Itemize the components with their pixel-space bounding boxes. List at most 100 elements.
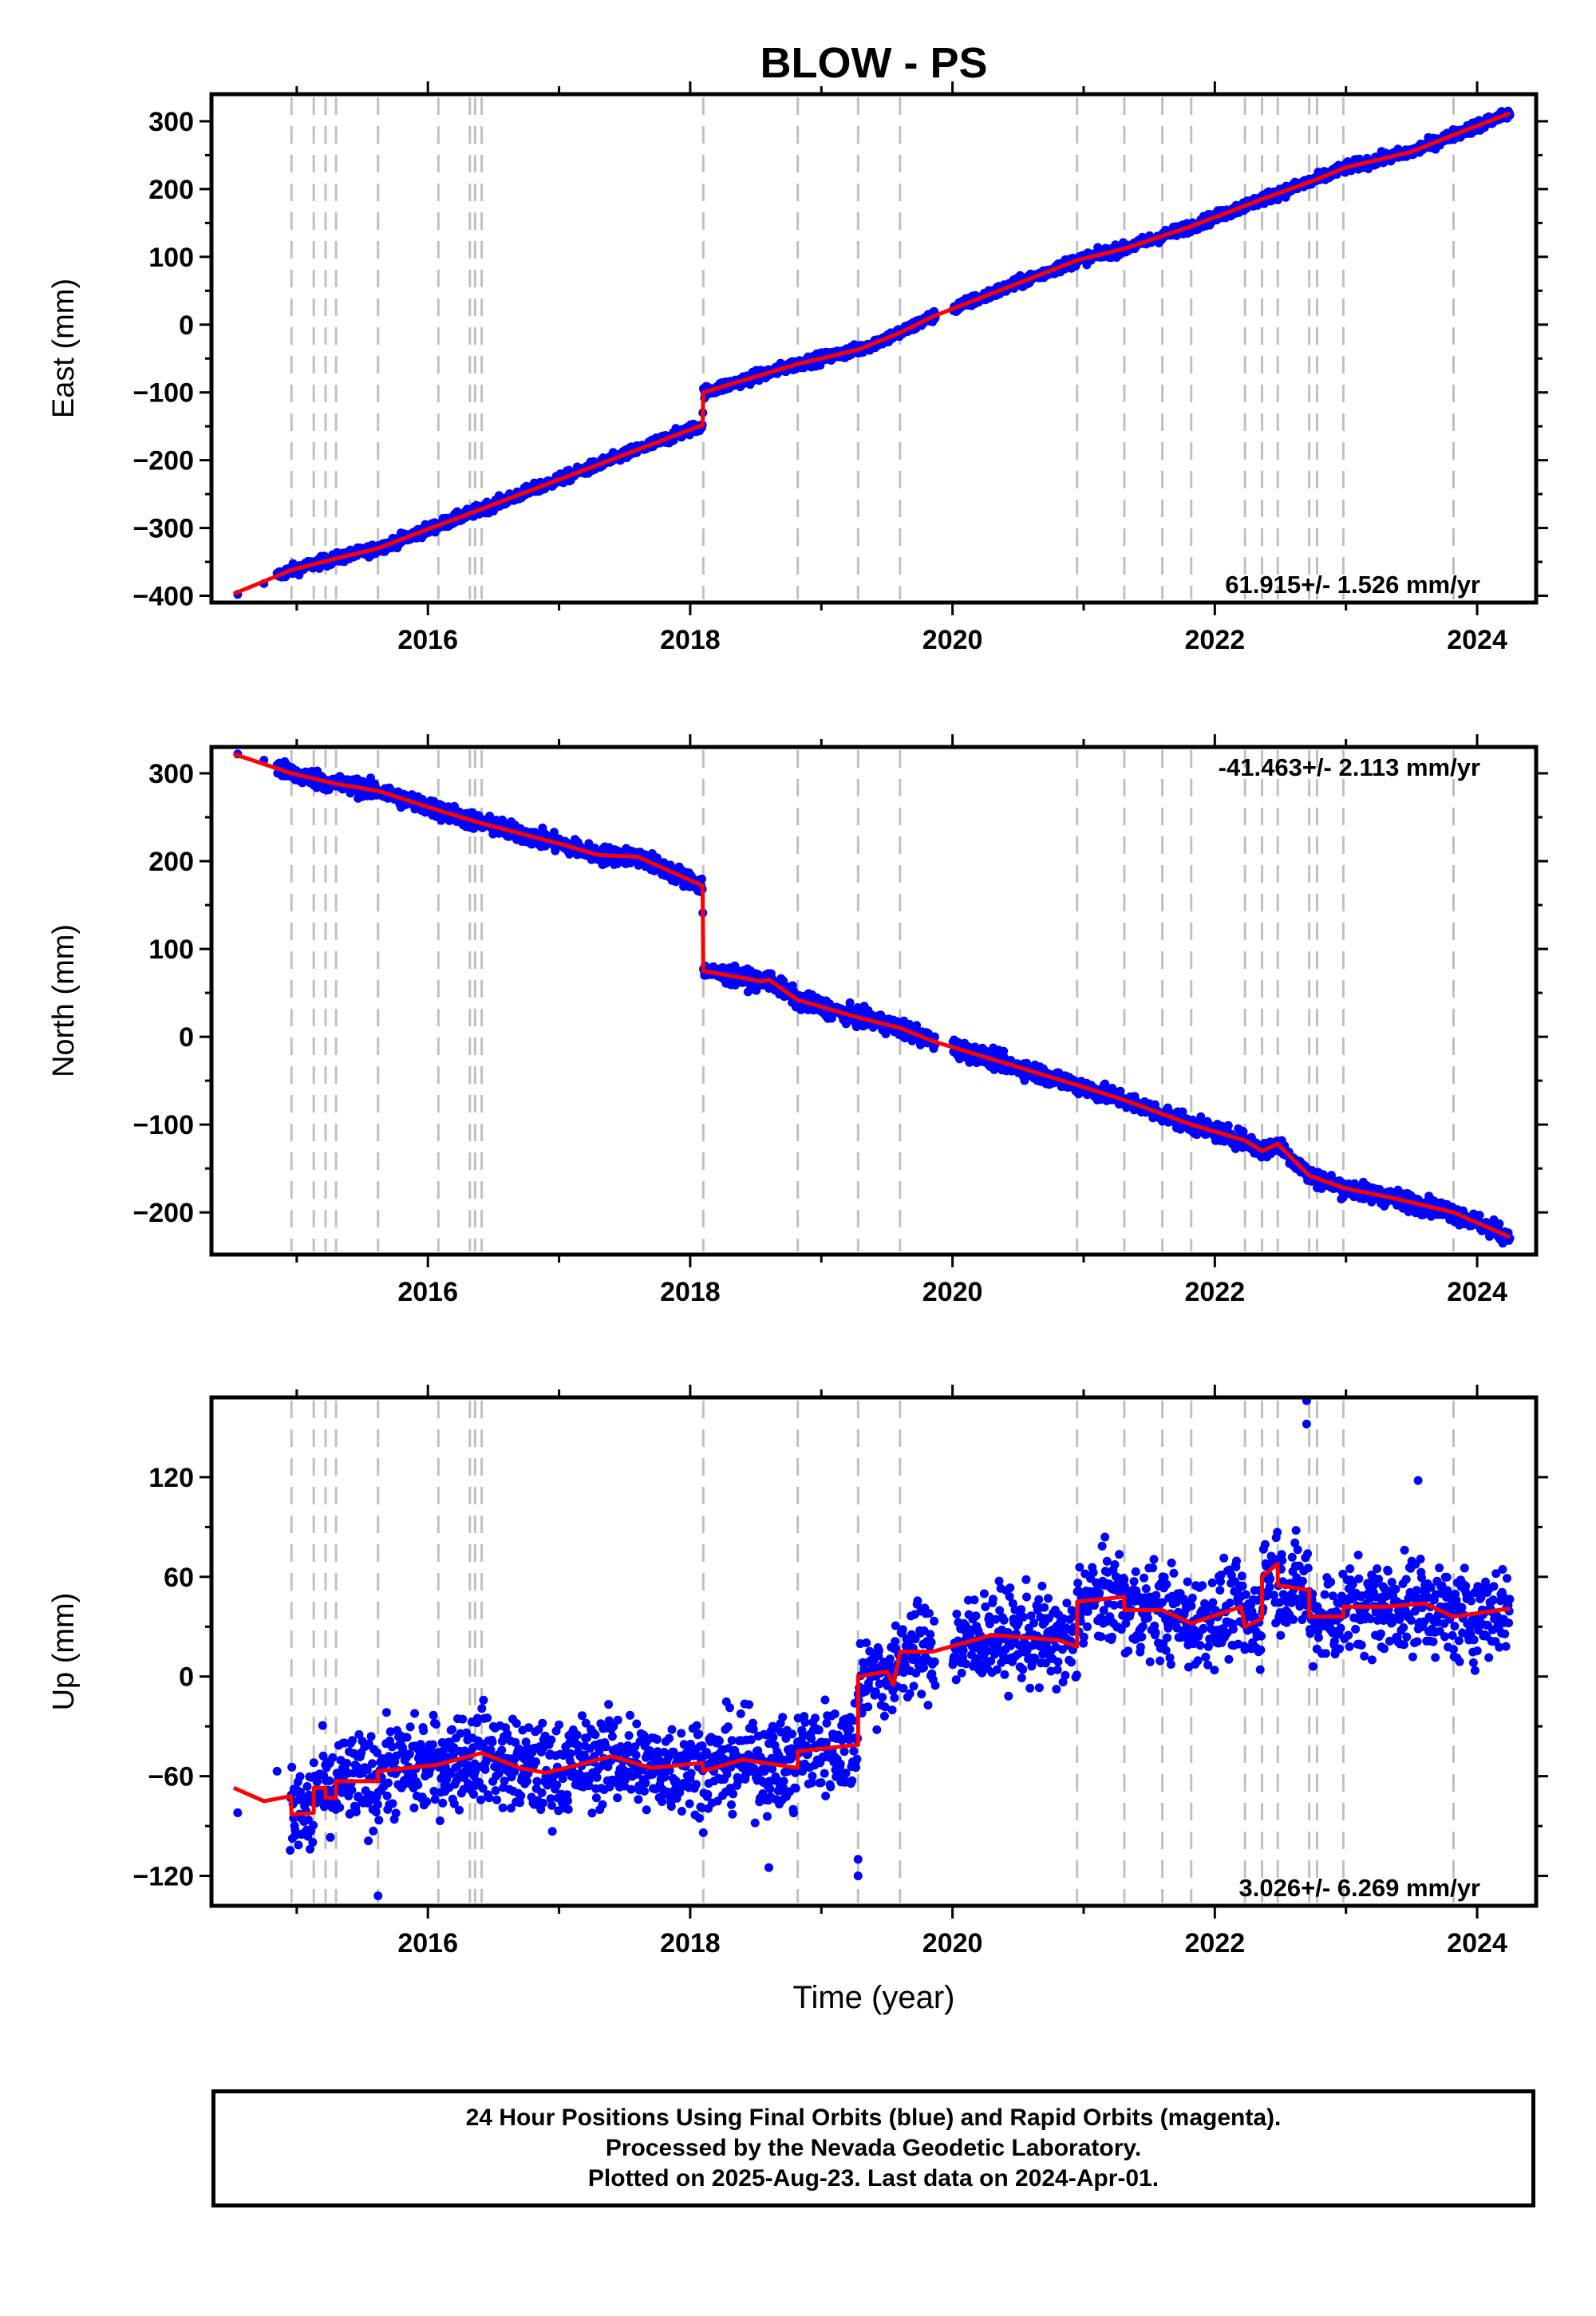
data-point [366, 1732, 376, 1741]
data-point [549, 828, 559, 837]
data-point [362, 1765, 372, 1774]
x-tick-label: 2016 [397, 625, 458, 655]
data-point [405, 1749, 414, 1759]
plot-frame-east [209, 92, 1539, 605]
y-tick-label: 200 [148, 175, 194, 205]
data-point [488, 1737, 497, 1747]
data-point [385, 1727, 395, 1737]
data-point [351, 1807, 361, 1816]
y-axis-label-east: East (mm) [47, 279, 81, 418]
y-tick-label: 200 [148, 847, 194, 877]
data-point [308, 1837, 318, 1847]
data-point [388, 1799, 397, 1808]
model-line-north [233, 752, 1511, 1239]
data-point [1223, 1120, 1233, 1130]
data-point [309, 1820, 318, 1830]
data-point [845, 998, 855, 1007]
data-point [286, 1846, 295, 1855]
data-point [468, 1743, 478, 1753]
x-tick-label: 2022 [1185, 1277, 1246, 1307]
data-point [369, 1826, 378, 1836]
data-point [480, 1765, 490, 1774]
data-point [364, 1836, 373, 1846]
data-point [486, 1745, 496, 1755]
y-tick-label: 0 [179, 1022, 194, 1053]
data-point [309, 1758, 318, 1768]
data-point [478, 1784, 488, 1793]
data-point [384, 1778, 393, 1788]
y-tick-label: 300 [148, 759, 194, 789]
y-tick-label: −200 [132, 1198, 194, 1228]
data-point [373, 1748, 382, 1757]
x-tick-label: 2022 [1185, 625, 1246, 655]
data-point [435, 1816, 444, 1825]
data-point [697, 874, 706, 883]
data-point [476, 1795, 485, 1804]
data-point [409, 1803, 419, 1812]
data-point [479, 1695, 488, 1705]
data-point [470, 1759, 480, 1769]
data-point [1475, 1211, 1484, 1220]
x-tick-label: 2020 [922, 1277, 983, 1307]
data-point [410, 1709, 420, 1718]
data-point [318, 1721, 327, 1730]
x-tick-label: 2018 [660, 625, 721, 655]
points-north [233, 749, 1515, 1248]
data-point [354, 1729, 364, 1739]
data-point [348, 1736, 358, 1745]
data-point [381, 1708, 391, 1717]
y-tick-label: 100 [148, 935, 194, 965]
data-point [458, 1714, 468, 1724]
x-tick-label: 2018 [660, 1277, 721, 1307]
data-point [295, 1772, 305, 1781]
data-point [328, 1753, 338, 1762]
data-point [373, 1800, 382, 1809]
y-axis-label-north: North (mm) [47, 924, 81, 1077]
data-point [472, 1713, 482, 1723]
y-tick-label: 300 [148, 107, 194, 137]
points-east [233, 106, 1515, 599]
data-point [287, 1762, 297, 1772]
rate-annotation-north: -41.463+/- 2.113 mm/yr [1219, 753, 1480, 781]
data-point [413, 1780, 423, 1789]
data-point [430, 1795, 440, 1804]
data-point [438, 1798, 448, 1808]
data-point [419, 1726, 429, 1736]
data-point [374, 1816, 384, 1825]
data-point [491, 1786, 500, 1796]
y-tick-label: 0 [179, 310, 194, 341]
data-point [483, 1713, 492, 1723]
data-point [326, 1832, 335, 1842]
data-point [382, 1791, 392, 1800]
data-point [432, 1720, 440, 1729]
data-point [469, 1789, 478, 1799]
data-point [422, 1797, 432, 1807]
data-point [439, 1746, 448, 1756]
y-tick-label: −100 [132, 378, 194, 409]
data-point [391, 1808, 401, 1818]
data-point [1495, 1219, 1504, 1228]
data-point [302, 1782, 312, 1791]
plot-frame-north [209, 745, 1539, 1257]
y-tick-label: −200 [132, 446, 194, 476]
data-point [462, 1728, 471, 1737]
data-point [405, 1722, 415, 1732]
data-point [429, 1786, 439, 1796]
chart-title: BLOW - PS [760, 39, 988, 87]
data-point [371, 1808, 381, 1816]
data-point [428, 1740, 437, 1749]
data-point [294, 1840, 303, 1850]
data-point [449, 1799, 459, 1808]
data-point [387, 1742, 397, 1752]
data-point [446, 1769, 455, 1779]
data-point [484, 1793, 494, 1803]
data-point [306, 1844, 314, 1854]
data-point [429, 1710, 438, 1720]
data-point [347, 1785, 357, 1795]
x-tick-label: 2016 [397, 1277, 458, 1307]
